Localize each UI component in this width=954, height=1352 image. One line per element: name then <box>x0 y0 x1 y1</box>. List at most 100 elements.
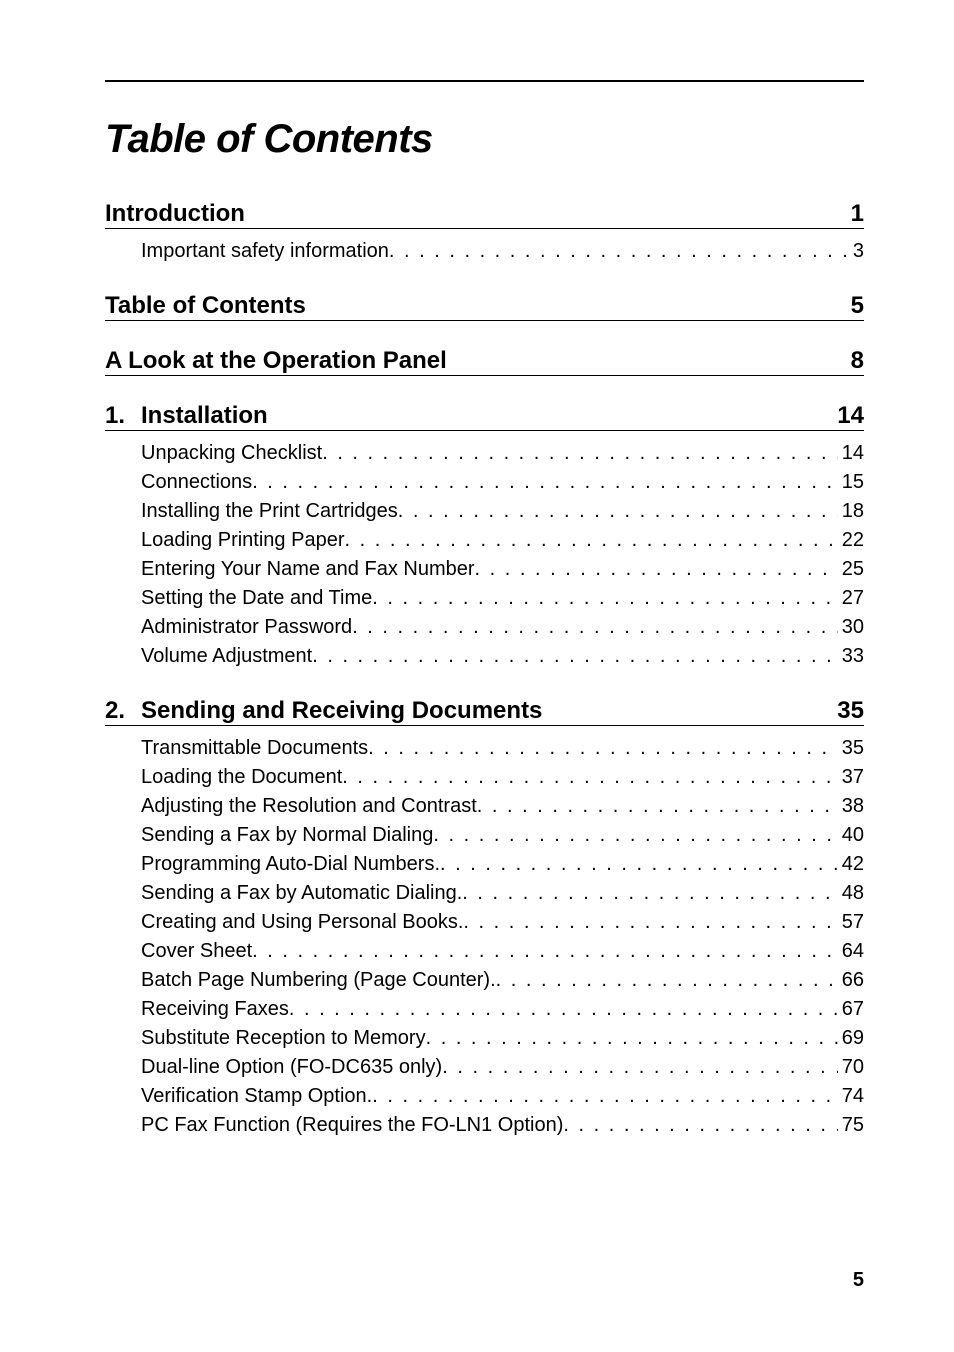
entry-leader-dots <box>398 497 838 526</box>
section-row: 1.Installation 14 <box>105 402 864 431</box>
section-page: 14 <box>837 402 864 430</box>
entry-row: Installing the Print Cartridges 18 <box>141 497 864 526</box>
entry-label: Volume Adjustment <box>141 642 312 671</box>
entry-leader-dots <box>372 1082 838 1111</box>
entry-row: Volume Adjustment 33 <box>141 642 864 671</box>
entry-page: 30 <box>838 613 864 642</box>
entry-page: 33 <box>838 642 864 671</box>
document-page: Table of Contents Introduction 1 Important… <box>0 0 954 1352</box>
entry-leader-dots <box>342 763 838 792</box>
entry-page: 48 <box>838 879 864 908</box>
entry-page: 22 <box>838 526 864 555</box>
entry-row: Loading the Document 37 <box>141 763 864 792</box>
entry-block: Important safety information 3 <box>105 237 864 266</box>
entry-label: Adjusting the Resolution and Contrast <box>141 792 477 821</box>
entry-row: Substitute Reception to Memory 69 <box>141 1024 864 1053</box>
entry-label: Connections <box>141 468 252 497</box>
entry-leader-dots <box>322 439 838 468</box>
section-title: Table of Contents <box>105 292 306 320</box>
page-number: 5 <box>853 1269 864 1292</box>
entry-leader-dots <box>463 908 837 937</box>
section-title-text: Sending and Receiving Documents <box>141 697 542 724</box>
entry-label: Dual-line Option (FO-DC635 only) <box>141 1053 442 1082</box>
entry-row: Connections 15 <box>141 468 864 497</box>
entry-leader-dots <box>475 555 838 584</box>
entry-block: Transmittable Documents35Loading the Doc… <box>105 734 864 1140</box>
section-page: 35 <box>837 697 864 725</box>
entry-label: Transmittable Documents <box>141 734 368 763</box>
entry-row: Receiving Faxes 67 <box>141 995 864 1024</box>
section-number: 1. <box>105 402 141 430</box>
section-row: 2.Sending and Receiving Documents 35 <box>105 697 864 726</box>
entry-row: Setting the Date and Time 27 <box>141 584 864 613</box>
entry-page: 25 <box>838 555 864 584</box>
entry-page: 27 <box>838 584 864 613</box>
entry-page: 75 <box>838 1111 864 1140</box>
entry-leader-dots <box>372 584 838 613</box>
entry-label: Administrator Password <box>141 613 352 642</box>
entry-leader-dots <box>252 468 838 497</box>
entry-leader-dots <box>252 937 838 966</box>
section-title: A Look at the Operation Panel <box>105 347 447 375</box>
entry-label: Receiving Faxes <box>141 995 289 1024</box>
entry-row: Batch Page Numbering (Page Counter).66 <box>141 966 864 995</box>
entry-row: Important safety information 3 <box>141 237 864 266</box>
entry-leader-dots <box>440 850 838 879</box>
entry-page: 15 <box>838 468 864 497</box>
entry-block: Unpacking Checklist14Connections15Instal… <box>105 439 864 671</box>
entry-page: 37 <box>838 763 864 792</box>
section-title: Introduction <box>105 200 245 228</box>
entry-label: Cover Sheet <box>141 937 252 966</box>
entry-leader-dots <box>426 1024 838 1053</box>
section-page: 8 <box>851 347 864 375</box>
entry-row: Loading Printing Paper 22 <box>141 526 864 555</box>
section-page: 1 <box>851 200 864 228</box>
entry-page: 69 <box>838 1024 864 1053</box>
entry-leader-dots <box>352 613 838 642</box>
entry-page: 3 <box>849 237 864 266</box>
entry-label: Unpacking Checklist <box>141 439 322 468</box>
entry-page: 74 <box>838 1082 864 1111</box>
entry-leader-dots <box>563 1111 837 1140</box>
entry-label: Sending a Fax by Normal Dialing <box>141 821 433 850</box>
entry-label: Creating and Using Personal Books. <box>141 908 463 937</box>
entry-label: Sending a Fax by Automatic Dialing. <box>141 879 462 908</box>
entry-label: Verification Stamp Option. <box>141 1082 372 1111</box>
entry-label: Substitute Reception to Memory <box>141 1024 426 1053</box>
entry-label: Loading the Document <box>141 763 342 792</box>
section-number: 2. <box>105 697 141 725</box>
entry-row: Transmittable Documents 35 <box>141 734 864 763</box>
entry-row: Dual-line Option (FO-DC635 only) 70 <box>141 1053 864 1082</box>
entry-page: 40 <box>838 821 864 850</box>
entry-leader-dots <box>368 734 838 763</box>
section-title: 1.Installation <box>105 402 268 430</box>
entry-row: Cover Sheet64 <box>141 937 864 966</box>
entry-row: Sending a Fax by Automatic Dialing. 48 <box>141 879 864 908</box>
section-row: Table of Contents5 <box>105 292 864 321</box>
entry-label: Loading Printing Paper <box>141 526 344 555</box>
entry-label: Setting the Date and Time <box>141 584 372 613</box>
entry-row: Adjusting the Resolution and Contrast38 <box>141 792 864 821</box>
entry-page: 18 <box>838 497 864 526</box>
entry-page: 57 <box>838 908 864 937</box>
entry-row: Sending a Fax by Normal Dialing 40 <box>141 821 864 850</box>
entry-row: Entering Your Name and Fax Number 25 <box>141 555 864 584</box>
entry-label: Entering Your Name and Fax Number <box>141 555 475 584</box>
entry-leader-dots <box>462 879 837 908</box>
entry-label: Important safety information <box>141 237 389 266</box>
section-row: A Look at the Operation Panel 8 <box>105 347 864 376</box>
entry-leader-dots <box>389 237 849 266</box>
entry-leader-dots <box>433 821 837 850</box>
entry-label: Programming Auto-Dial Numbers. <box>141 850 440 879</box>
entry-row: PC Fax Function (Requires the FO-LN1 Opt… <box>141 1111 864 1140</box>
entry-page: 35 <box>838 734 864 763</box>
entry-page: 67 <box>838 995 864 1024</box>
entry-label: Installing the Print Cartridges <box>141 497 398 526</box>
entry-leader-dots <box>312 642 838 671</box>
entry-leader-dots <box>344 526 837 555</box>
entry-leader-dots <box>477 792 838 821</box>
entry-row: Administrator Password 30 <box>141 613 864 642</box>
page-title: Table of Contents <box>105 117 864 162</box>
entry-page: 70 <box>838 1053 864 1082</box>
entry-leader-dots <box>496 966 838 995</box>
